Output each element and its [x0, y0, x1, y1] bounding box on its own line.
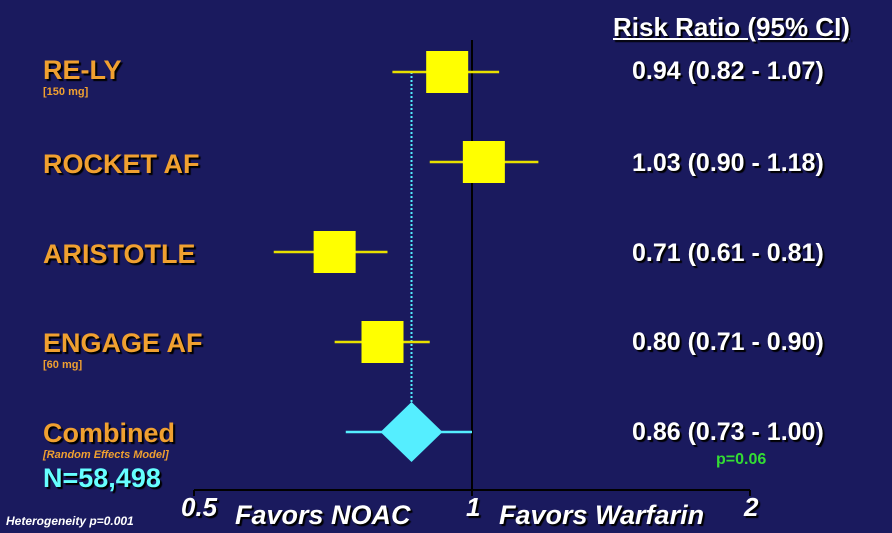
x-tick-label-2: 2 — [744, 492, 759, 522]
study-box-3 — [361, 321, 404, 363]
rr-value-rely: 0.94 (0.82 - 1.07) — [632, 57, 824, 85]
study-label-rocket-af: ROCKET AF — [43, 149, 200, 179]
p-value-label: p=0.06 — [716, 451, 767, 468]
x-tick-label-0.5: 0.5 — [181, 492, 218, 522]
study-label-rely: RE-LY — [43, 55, 122, 85]
rr-value-engage-af: 0.80 (0.71 - 0.90) — [632, 328, 824, 356]
study-box-0 — [426, 51, 469, 93]
study-dose-engage-af: [60 mg] — [43, 359, 83, 371]
rr-value-rocket-af: 1.03 (0.90 - 1.18) — [632, 149, 824, 177]
rr-value-aristotle: 0.71 (0.61 - 0.81) — [632, 239, 824, 267]
combined-diamond — [380, 402, 443, 462]
study-label-aristotle: ARISTOTLE — [43, 239, 196, 269]
study-box-1 — [462, 141, 505, 183]
study-label-engage-af: ENGAGE AF — [43, 328, 203, 358]
heterogeneity-label: Heterogeneity p=0.001 — [6, 514, 134, 528]
risk-ratio-header: Risk Ratio (95% CI) — [613, 12, 850, 42]
combined-model-label: [Random Effects Model] — [43, 449, 169, 461]
study-dose-rely: [150 mg] — [43, 86, 89, 98]
favors-noac-label: Favors NOAC — [235, 500, 411, 530]
x-tick-label-1: 1 — [466, 492, 481, 522]
combined-label: Combined — [43, 418, 175, 448]
sample-size-label: N=58,498 — [43, 463, 161, 493]
rr-value-combined: 0.86 (0.73 - 1.00) — [632, 418, 824, 446]
favors-warfarin-label: Favors Warfarin — [499, 500, 705, 530]
study-box-2 — [313, 231, 356, 273]
